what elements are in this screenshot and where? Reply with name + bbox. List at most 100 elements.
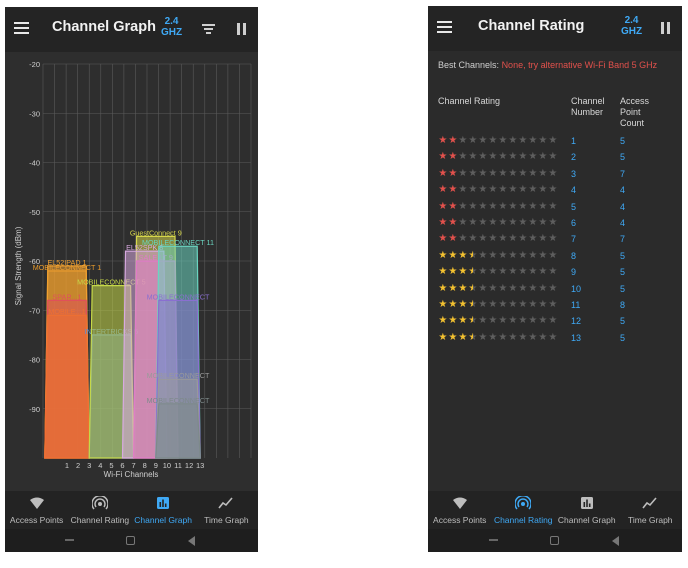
star-rating: ★★★★★★★★★★★★ (438, 184, 558, 196)
pause-icon[interactable] (237, 23, 247, 35)
star-icon: ★ (498, 315, 508, 327)
menu-icon[interactable] (437, 21, 452, 33)
star-icon: ★ (538, 249, 548, 261)
star-icon: ★ (548, 167, 558, 179)
star-icon: ★ (508, 135, 518, 146)
menu-icon[interactable] (14, 22, 29, 34)
wifi-icon (452, 496, 468, 510)
recents-icon[interactable] (489, 539, 498, 541)
star-icon: ★ (438, 331, 448, 343)
rating-row: ★★★★★★★★★★★★ 12 5 (438, 315, 674, 329)
rating-row: ★★★★★★★★★★★★ 7 7 (438, 233, 674, 247)
star-icon: ★ (488, 299, 498, 310)
star-icon: ★ (478, 266, 488, 278)
x-axis-label: Wi-Fi Channels (104, 470, 159, 479)
nav-channel-graph[interactable]: Channel Graph (555, 491, 619, 529)
nav-label: Access Points (9, 515, 64, 525)
header-number-line: Number (571, 107, 604, 117)
star-icon: ★ (508, 315, 518, 327)
x-tick-label: 10 (163, 461, 171, 470)
star-rating: ★★★★★★★★★★★★ (438, 250, 558, 262)
star-rating: ★★★★★★★★★★★★ (438, 151, 558, 163)
nav-time-graph[interactable]: Time Graph (194, 491, 258, 529)
x-tick-label: 4 (98, 461, 102, 470)
x-tick-label: 3 (87, 461, 91, 470)
star-icon: ★ (508, 151, 518, 163)
rating-row: ★★★★★★★★★★★★ 5 4 (438, 201, 674, 215)
nav-access-points[interactable]: Access Points (5, 491, 69, 529)
nav-time-graph[interactable]: Time Graph (618, 491, 682, 529)
y-tick-label: -50 (29, 208, 40, 217)
rating-row: ★★★★★★★★★★★★ 13 5 (438, 332, 674, 346)
nav-access-points[interactable]: Access Points (428, 491, 492, 529)
star-icon: ★ (468, 135, 478, 146)
star-icon: ★ (548, 266, 558, 278)
ap-count: 4 (620, 218, 626, 228)
star-icon: ★ (468, 233, 478, 245)
star-icon: ★ (518, 249, 528, 261)
home-icon[interactable] (126, 536, 135, 545)
channel-number: 9 (571, 267, 577, 278)
star-rating: ★★★★★★★★★★★★ (438, 233, 558, 245)
star-icon: ★ (468, 184, 478, 196)
network-label: EL52IPAD 1 (47, 258, 86, 267)
nav-label: Channel Rating (70, 515, 130, 525)
star-icon: ★ (528, 233, 538, 245)
network-label: MOBILECONNECT (147, 292, 210, 301)
star-icon: ★ (518, 200, 528, 212)
star-icon: ★ (548, 135, 558, 146)
star-icon: ★ (498, 282, 508, 294)
band-selector[interactable]: 2.4 GHZ (621, 15, 642, 37)
star-icon: ★ (478, 282, 488, 294)
star-icon: ★ (518, 282, 528, 294)
star-icon: ★ (458, 151, 468, 163)
star-icon: ★ (448, 233, 458, 245)
header-count-line: Count (620, 118, 645, 128)
star-rating: ★★★★★★★★★★★★ (438, 299, 558, 311)
star-icon: ★ (478, 299, 488, 310)
pause-icon[interactable] (661, 22, 671, 34)
network-label: MOBILECONNECT (147, 371, 210, 380)
star-icon: ★ (478, 135, 488, 146)
star-icon: ★ (548, 282, 558, 294)
nav-channel-rating[interactable]: Channel Rating (68, 491, 132, 529)
star-icon: ★ (448, 315, 458, 327)
star-icon: ★ (518, 331, 528, 343)
star-icon: ★ (548, 331, 558, 343)
network-label: SPAR...1 (52, 292, 81, 301)
star-icon: ★ (468, 200, 478, 212)
star-icon: ★ (458, 167, 468, 179)
ap-count: 5 (620, 316, 626, 327)
star-icon: ★ (448, 135, 458, 146)
filter-icon[interactable] (202, 24, 215, 34)
network-label: GuestConnect 9 (130, 228, 182, 237)
star-icon: ★ (538, 217, 548, 228)
star-icon: ★ (548, 184, 558, 196)
star-icon: ★ (548, 233, 558, 245)
star-icon: ★ (508, 167, 518, 179)
star-rating: ★★★★★★★★★★★★ (438, 217, 558, 229)
star-icon: ★ (508, 233, 518, 245)
line-chart-icon (642, 496, 658, 510)
star-icon: ★ (508, 331, 518, 343)
star-icon: ★ (488, 184, 498, 196)
nav-channel-rating[interactable]: Channel Rating (491, 491, 555, 529)
home-icon[interactable] (550, 536, 559, 545)
back-icon[interactable] (188, 536, 195, 546)
star-icon: ★ (508, 249, 518, 261)
recents-icon[interactable] (65, 539, 74, 541)
star-icon: ★ (458, 135, 468, 146)
header-channel-line: Channel (571, 96, 605, 106)
star-icon: ★ (538, 331, 548, 343)
star-icon: ★ (458, 299, 468, 310)
star-rating: ★★★★★★★★★★★★ (438, 201, 558, 213)
line-chart-icon (218, 496, 234, 510)
nav-channel-graph[interactable]: Channel Graph (131, 491, 195, 529)
back-icon[interactable] (612, 536, 619, 546)
x-tick-label: 9 (154, 461, 158, 470)
nav-label: Access Points (433, 515, 487, 525)
channel-number: 8 (571, 250, 577, 261)
ap-count: 5 (620, 267, 626, 278)
band-value: 2.4 (624, 15, 639, 26)
band-selector[interactable]: 2.4 GHZ (161, 16, 182, 38)
